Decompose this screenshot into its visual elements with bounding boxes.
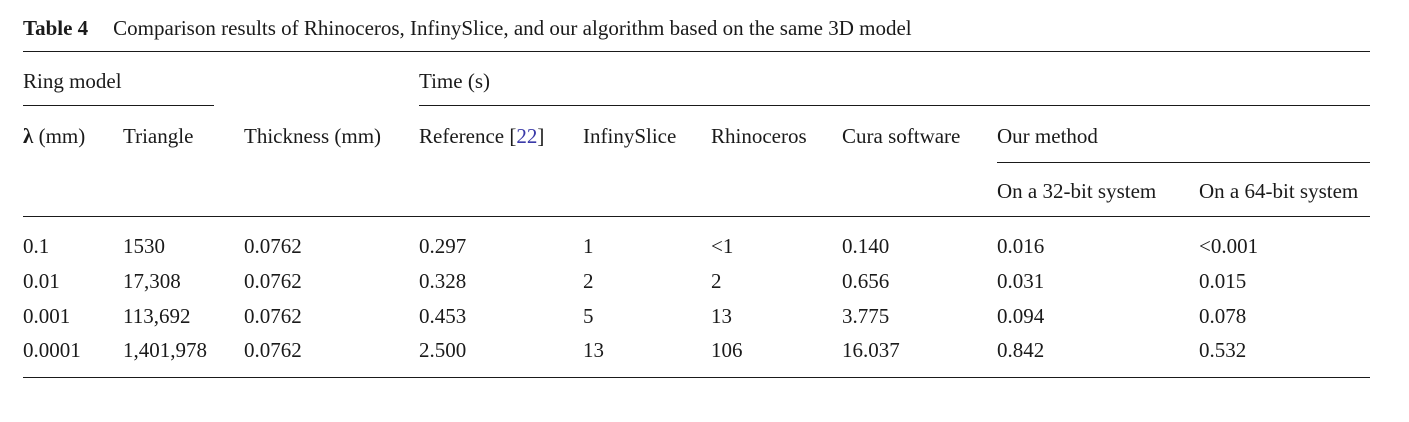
cell-thickness: 0.0762 xyxy=(244,304,302,328)
cell-infinyslice: 1 xyxy=(583,234,594,258)
cell-triangle: 113,692 xyxy=(123,304,191,328)
cell-rhinoceros: 2 xyxy=(711,269,722,293)
bit32-header: On a 32-bit system xyxy=(997,179,1157,203)
cell-infinyslice: 13 xyxy=(583,338,604,362)
cell-64bit: <0.001 xyxy=(1199,234,1259,258)
time-underline xyxy=(419,105,1370,106)
cell-rhinoceros: 106 xyxy=(711,338,743,362)
cell-reference: 2.500 xyxy=(419,338,467,362)
reference-text: Reference [ xyxy=(419,124,517,148)
header-bottom-rule xyxy=(23,216,1370,217)
cell-32bit: 0.094 xyxy=(997,304,1045,328)
cell-thickness: 0.0762 xyxy=(244,338,302,362)
time-header: Time (s) xyxy=(419,69,490,93)
cell-64bit: 0.532 xyxy=(1199,338,1247,362)
reference-close: ] xyxy=(537,124,545,148)
cell-thickness: 0.0762 xyxy=(244,234,302,258)
our-method-header: Our method xyxy=(997,124,1098,148)
cura-header: Cura software xyxy=(842,124,961,148)
cell-infinyslice: 2 xyxy=(583,269,594,293)
lambda-symbol: λ xyxy=(23,124,34,148)
cell-rhinoceros: 13 xyxy=(711,304,732,328)
cell-reference: 0.297 xyxy=(419,234,467,258)
lambda-header: λ (mm) xyxy=(23,122,85,150)
cell-infinyslice: 5 xyxy=(583,304,594,328)
cell-64bit: 0.078 xyxy=(1199,304,1247,328)
cell-triangle: 1,401,978 xyxy=(123,338,207,362)
triangle-header: Triangle xyxy=(123,124,194,148)
bottom-rule xyxy=(23,377,1370,378)
reference-link[interactable]: 22 xyxy=(516,124,538,148)
bit64-header: On a 64-bit system xyxy=(1199,179,1359,203)
cell-cura: 16.037 xyxy=(842,338,900,362)
infinyslice-header: InfinySlice xyxy=(583,124,677,148)
cell-32bit: 0.031 xyxy=(997,269,1045,293)
cell-lambda: 0.01 xyxy=(23,269,60,293)
cell-reference: 0.328 xyxy=(419,269,467,293)
table-title: Comparison results of Rhinoceros, Infiny… xyxy=(113,16,912,40)
table-label: Table 4 xyxy=(23,16,89,40)
rhinoceros-header: Rhinoceros xyxy=(711,124,807,148)
cell-triangle: 1530 xyxy=(123,234,165,258)
cell-rhinoceros: <1 xyxy=(711,234,734,258)
our-method-underline xyxy=(997,162,1370,163)
cell-lambda: 0.1 xyxy=(23,234,50,258)
thickness-header: Thickness (mm) xyxy=(244,124,382,148)
ring-model-header: Ring model xyxy=(23,69,122,93)
cell-lambda: 0.001 xyxy=(23,304,71,328)
cell-lambda: 0.0001 xyxy=(23,338,81,362)
cell-32bit: 0.842 xyxy=(997,338,1045,362)
cell-64bit: 0.015 xyxy=(1199,269,1247,293)
cell-cura: 3.775 xyxy=(842,304,890,328)
cell-triangle: 17,308 xyxy=(123,269,181,293)
table-caption: Table 4 Comparison results of Rhinoceros,… xyxy=(23,14,912,42)
top-rule xyxy=(23,51,1370,52)
cell-thickness: 0.0762 xyxy=(244,269,302,293)
reference-header: Reference [22] xyxy=(419,122,544,150)
lambda-unit: (mm) xyxy=(33,124,86,148)
ring-model-underline xyxy=(23,105,214,106)
cell-cura: 0.140 xyxy=(842,234,890,258)
cell-reference: 0.453 xyxy=(419,304,467,328)
cell-32bit: 0.016 xyxy=(997,234,1045,258)
cell-cura: 0.656 xyxy=(842,269,890,293)
